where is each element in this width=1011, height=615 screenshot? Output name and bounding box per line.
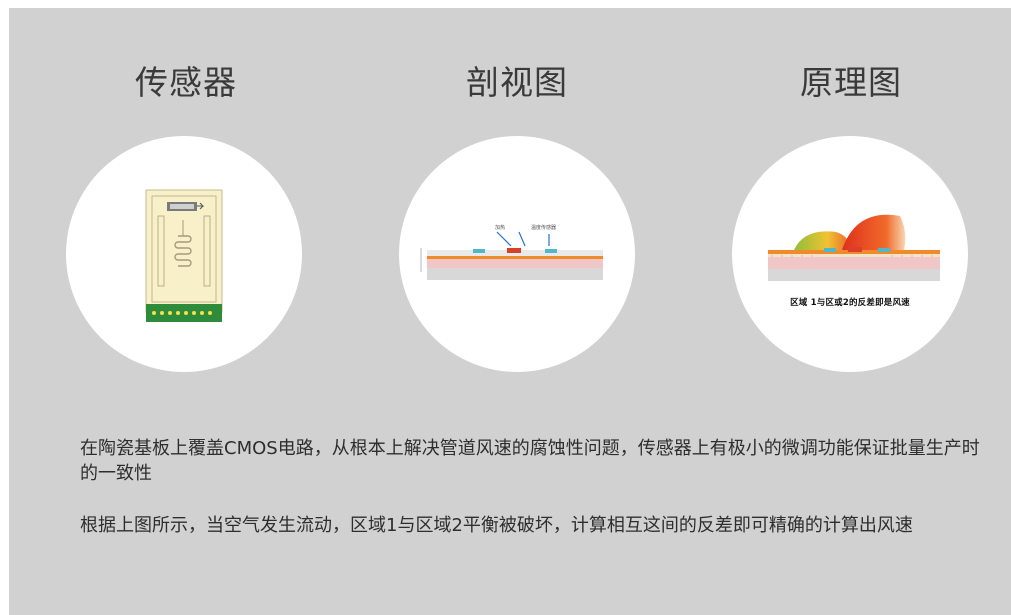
description-paragraph-2: 根据上图所示，当空气发生流动，区域1与区域2平衡被破坏，计算相互这间的反差即可精… — [80, 515, 913, 536]
heat-flow-diagram — [768, 214, 940, 281]
description-paragraph-1: 在陶瓷基板上覆盖CMOS电路，从根本上解决管道风速的腐蚀性问题，传感器上有极小的… — [80, 438, 980, 484]
sensor-circle — [66, 136, 302, 372]
title-principle: 原理图 — [800, 63, 902, 102]
principle-caption: 区域 1与区或2的反差即是风速 — [790, 298, 910, 308]
title-sensor: 传感器 — [135, 63, 237, 102]
label-heater: 加热 — [495, 225, 506, 231]
title-cross-section: 剖视图 — [466, 63, 568, 102]
sensor-chip-icon — [145, 189, 223, 322]
content-panel: 传感器 剖视图 原理图 — [9, 8, 1011, 615]
label-temp-sensor: 温度传感器 — [531, 225, 557, 231]
cross-section-circle: 加热 温度传感器 — [399, 136, 635, 372]
cross-section-diagram — [420, 231, 603, 280]
principle-circle: 区域 1与区或2的反差即是风速 — [732, 136, 968, 372]
